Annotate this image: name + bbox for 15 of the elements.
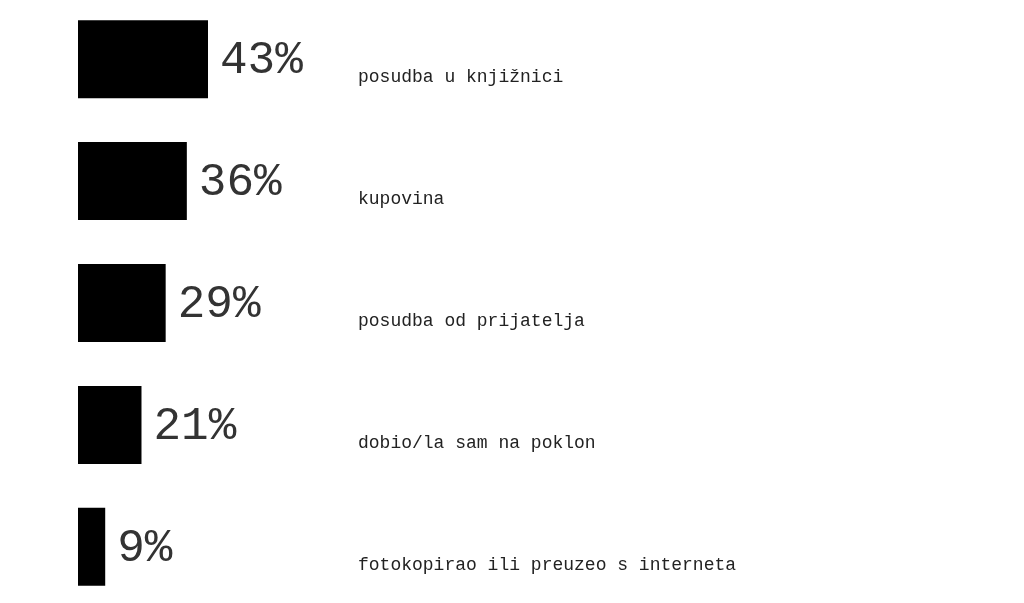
bar <box>78 507 106 586</box>
bar <box>78 20 208 99</box>
y-tick-label: posudba od prijatelja <box>358 311 586 331</box>
data-label: 43% <box>220 35 304 88</box>
y-tick-label: dobio/la sam na poklon <box>358 432 596 453</box>
bar <box>78 385 142 464</box>
data-label: 29% <box>177 279 261 331</box>
y-tick-label: kupovina <box>358 189 445 210</box>
data-label: 21% <box>153 400 237 453</box>
data-label: 9% <box>117 522 173 575</box>
y-tick-label: posudba u knjižnici <box>358 67 564 88</box>
data-label: 36% <box>198 157 283 210</box>
y-tick-label: fotokopirao ili preuzeo s interneta <box>358 554 737 575</box>
bar <box>78 142 187 221</box>
bar <box>78 263 166 343</box>
